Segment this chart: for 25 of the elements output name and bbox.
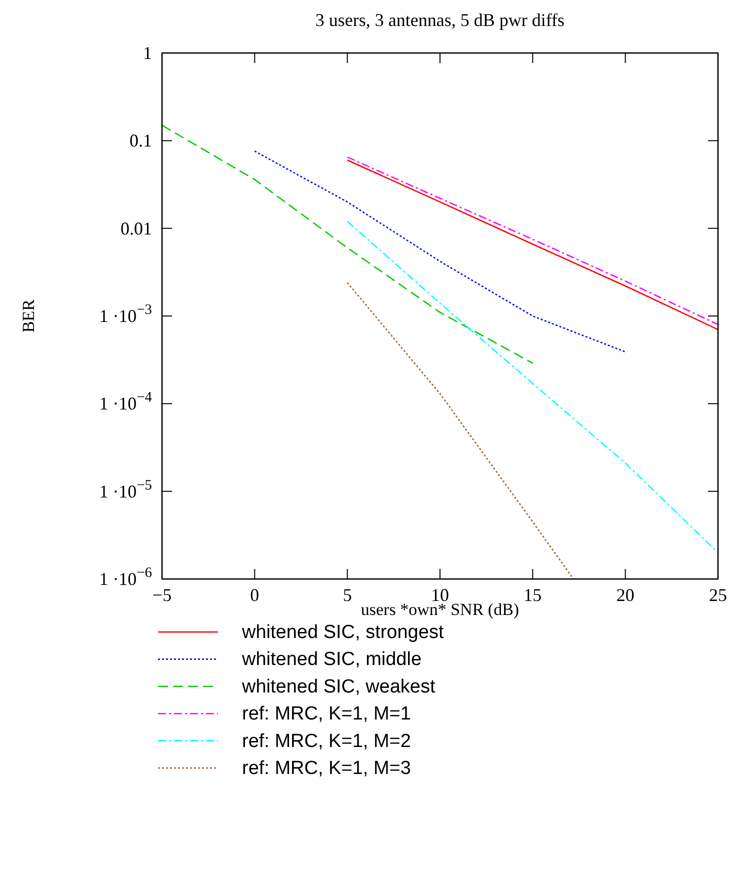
x-tick-label: 20 (616, 585, 634, 605)
legend-label: whitened SIC, middle (241, 649, 422, 670)
y-tick-label: 1 (143, 43, 152, 63)
chart-title: 3 users, 3 antennas, 5 dB pwr diffs (315, 10, 565, 30)
x-tick-label: 15 (524, 585, 542, 605)
line-series (254, 150, 626, 352)
y-tick-label: 1 ·10$^{−5}$ (99, 477, 152, 502)
line-series (346, 220, 718, 554)
legend-label: whitened SIC, weakest (241, 676, 436, 698)
x-tick-label: 5 (342, 585, 352, 605)
legend-label: ref: MRC, K=1, M=2 (242, 730, 411, 752)
y-tick-label: 1 ·10$^{−6}$ (99, 565, 152, 589)
y-tick-label: 0.1 (130, 130, 152, 151)
x-tick-label: −5 (152, 585, 172, 605)
y-tick-label: 1 ·10$^{−4}$ (99, 390, 152, 414)
legend-label: whitened SIC, strongest (241, 622, 444, 643)
legend-label: ref: MRC, K=1, M=1 (242, 704, 411, 725)
x-tick-label: 25 (709, 585, 727, 605)
line-series (346, 282, 574, 579)
y-tick-label: 0.01 (120, 218, 152, 238)
y-axis-title: BER (19, 298, 38, 333)
x-tick-label: 0 (250, 585, 260, 605)
legend-label: ref: MRC, K=1, M=3 (242, 758, 411, 779)
line-series (162, 124, 534, 364)
y-tick-label: 1 ·10$^{−3}$ (99, 302, 152, 326)
